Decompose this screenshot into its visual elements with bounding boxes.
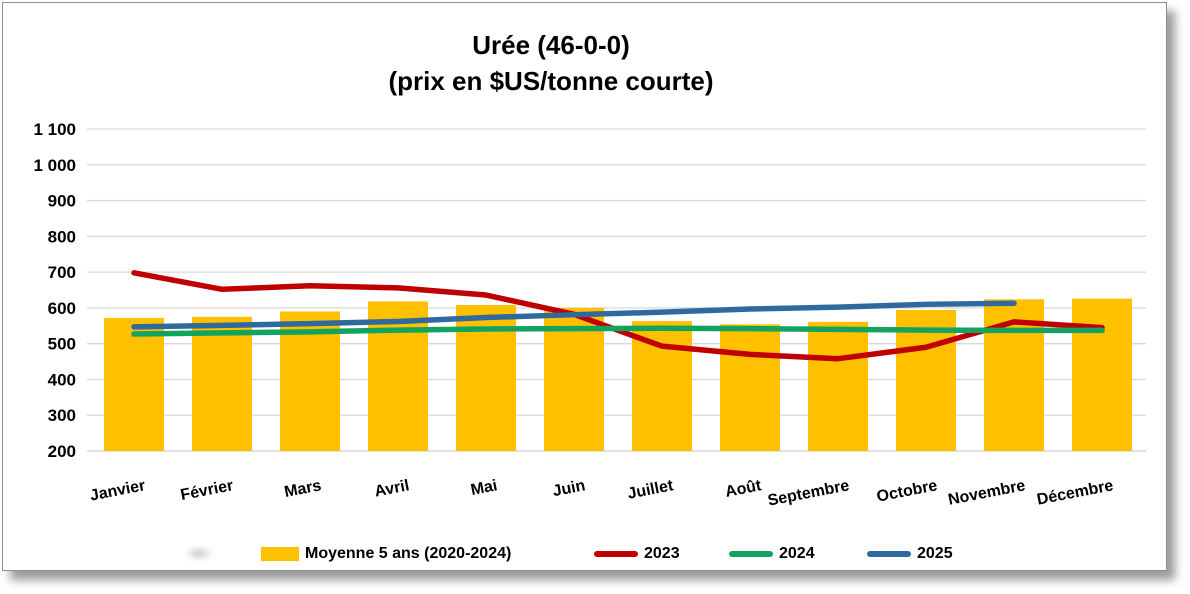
x-axis-label-aout: Août xyxy=(724,477,764,501)
chart-title: Urée (46-0-0) (prix en $US/tonne courte) xyxy=(3,27,1099,99)
legend-item-2025: 2025 xyxy=(867,543,953,565)
y-tick-label-600: 600 xyxy=(48,299,76,318)
x-axis-label-avril: Avril xyxy=(373,477,411,500)
legend-bar-swatch-icon xyxy=(261,547,299,561)
chart-title-line2: (prix en $US/tonne courte) xyxy=(388,66,714,96)
x-axis-label-mars: Mars xyxy=(283,477,323,501)
legend-item-moyenne: Moyenne 5 ans (2020-2024) xyxy=(261,543,511,565)
y-tick-label-400: 400 xyxy=(48,370,76,389)
legend-line-swatch-2025-icon xyxy=(867,551,911,557)
x-axis-label-janvier: Janvier xyxy=(89,477,147,504)
chart-plot-area: 200 300 400 500 600 700 800 900 1 000 1 100 Janvie… xyxy=(33,120,1146,510)
bar-juillet xyxy=(632,321,692,451)
legend-label-2023: 2023 xyxy=(644,545,680,562)
x-axis-label-novembre: Novembre xyxy=(947,477,1027,509)
bar-fevrier xyxy=(192,316,252,451)
bar-juin xyxy=(544,307,604,451)
chart-page: Urée (46-0-0) (prix en $US/tonne courte)… xyxy=(2,2,1167,571)
legend-label-moyenne: Moyenne 5 ans (2020-2024) xyxy=(305,545,512,562)
line-2024 xyxy=(131,325,1105,337)
y-tick-label-1100: 1 100 xyxy=(33,120,76,139)
bar-aout xyxy=(720,324,780,451)
legend-line-swatch-2024-icon xyxy=(729,551,773,557)
chart-legend: Moyenne 5 ans (2020-2024) 2023 2024 2025 xyxy=(3,543,1166,565)
x-axis-label-septembre: Septembre xyxy=(766,477,851,509)
x-axis-label-octobre: Octobre xyxy=(875,477,939,505)
x-axis-label-fevrier: Février xyxy=(179,477,235,504)
y-tick-label-300: 300 xyxy=(48,406,76,425)
x-axis-label-decembre: Décembre xyxy=(1036,477,1115,508)
x-axis-label-juillet: Juillet xyxy=(626,477,675,503)
line-2025 xyxy=(131,300,1017,330)
y-tick-label-800: 800 xyxy=(48,227,76,246)
x-axis-label-mai: Mai xyxy=(469,477,498,499)
chart-title-line1: Urée (46-0-0) xyxy=(472,30,630,60)
y-tick-label-900: 900 xyxy=(48,192,76,211)
y-tick-label-1000: 1 000 xyxy=(33,156,76,175)
y-tick-label-200: 200 xyxy=(48,442,76,461)
y-tick-label-500: 500 xyxy=(48,335,76,354)
legend-item-2024: 2024 xyxy=(729,543,815,565)
legend-line-swatch-2023-icon xyxy=(594,551,638,557)
legend-label-2024: 2024 xyxy=(779,545,815,562)
bar-janvier xyxy=(104,317,164,451)
x-axis-label-juin: Juin xyxy=(551,477,587,500)
bar-decembre xyxy=(1072,298,1132,451)
y-tick-label-700: 700 xyxy=(48,263,76,282)
legend-item-2023: 2023 xyxy=(594,543,680,565)
bar-avril xyxy=(368,301,428,451)
bar-septembre xyxy=(808,321,868,451)
bar-octobre xyxy=(896,310,956,451)
legend-label-2025: 2025 xyxy=(917,545,953,562)
watermark-smudge xyxy=(184,546,214,561)
